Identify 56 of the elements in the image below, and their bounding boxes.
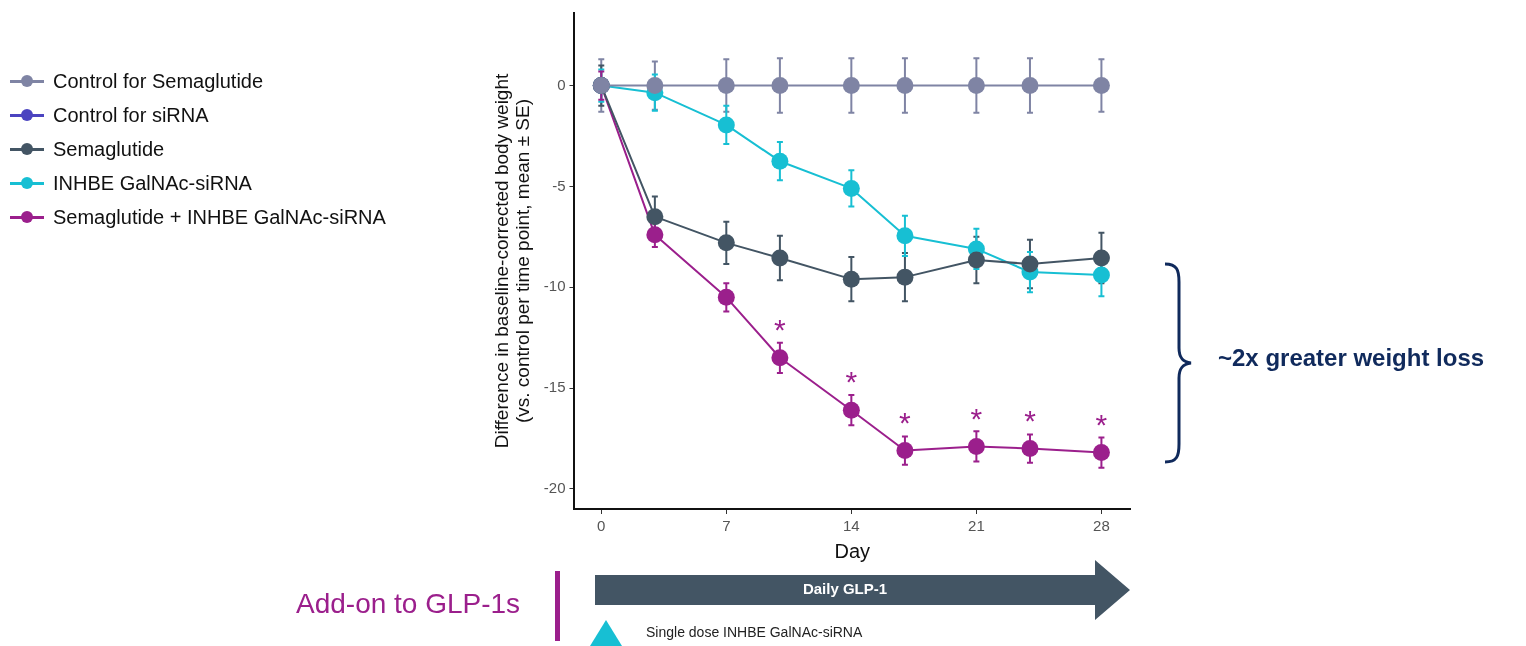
point (896, 442, 914, 460)
point (896, 227, 914, 245)
legend-label: INHBE GalNAc-siRNA (53, 171, 252, 195)
point (771, 249, 789, 267)
point (967, 438, 985, 455)
point (967, 77, 985, 95)
point (646, 208, 664, 226)
x-tick-label: 28 (1093, 517, 1110, 535)
text: Daily GLP-1 (801, 580, 889, 597)
point (771, 152, 789, 170)
point (717, 116, 735, 134)
x-axis-title: Day (834, 539, 871, 562)
legend-label: Control for siRNA (53, 103, 209, 127)
point (1092, 249, 1110, 267)
legend-label: Semaglutide (53, 137, 165, 161)
y-tick-label: -5 (552, 176, 566, 194)
legend-label: Control for Semaglutide (53, 69, 264, 93)
y-tick-label: -10 (543, 277, 566, 295)
point (842, 77, 860, 95)
point (1021, 440, 1039, 458)
point (771, 349, 789, 367)
x-tick-label: 7 (722, 517, 731, 535)
point (1021, 77, 1039, 95)
point (717, 77, 735, 95)
point (1092, 444, 1110, 462)
point (842, 401, 860, 419)
y-tick-label: -15 (543, 378, 566, 396)
annotation: * (970, 401, 983, 435)
point (896, 268, 914, 286)
point (717, 288, 735, 306)
point (717, 234, 735, 252)
annotation: * (1095, 407, 1108, 441)
text: ~2x greater weight loss (1218, 344, 1485, 372)
point (646, 77, 664, 95)
annotation: * (1024, 403, 1037, 437)
text: Single dose INHBE GalNAc-siRNA (646, 624, 863, 640)
y-tick-label: -20 (543, 478, 566, 496)
point (771, 77, 789, 95)
x-tick-label: 0 (597, 517, 606, 535)
point (967, 251, 985, 269)
point (1092, 77, 1110, 95)
point (1021, 255, 1039, 273)
text: Add-on to GLP-1s (296, 588, 521, 620)
point (896, 77, 914, 95)
annotation: * (774, 313, 787, 347)
x-tick-label: 14 (843, 517, 860, 535)
point (646, 226, 664, 244)
point (842, 179, 860, 197)
x-tick-label: 21 (968, 517, 985, 535)
y-axis-title: Difference in baseline-corrected body weight (vs. control per time point, mean ± SE) (490, 72, 533, 449)
legend-label: Semaglutide + INHBE GalNAc-siRNA (53, 205, 386, 229)
point (1092, 266, 1110, 284)
y-tick-label: 0 (557, 75, 566, 93)
point (842, 270, 860, 288)
annotation: * (845, 365, 858, 399)
annotation: * (899, 405, 912, 439)
